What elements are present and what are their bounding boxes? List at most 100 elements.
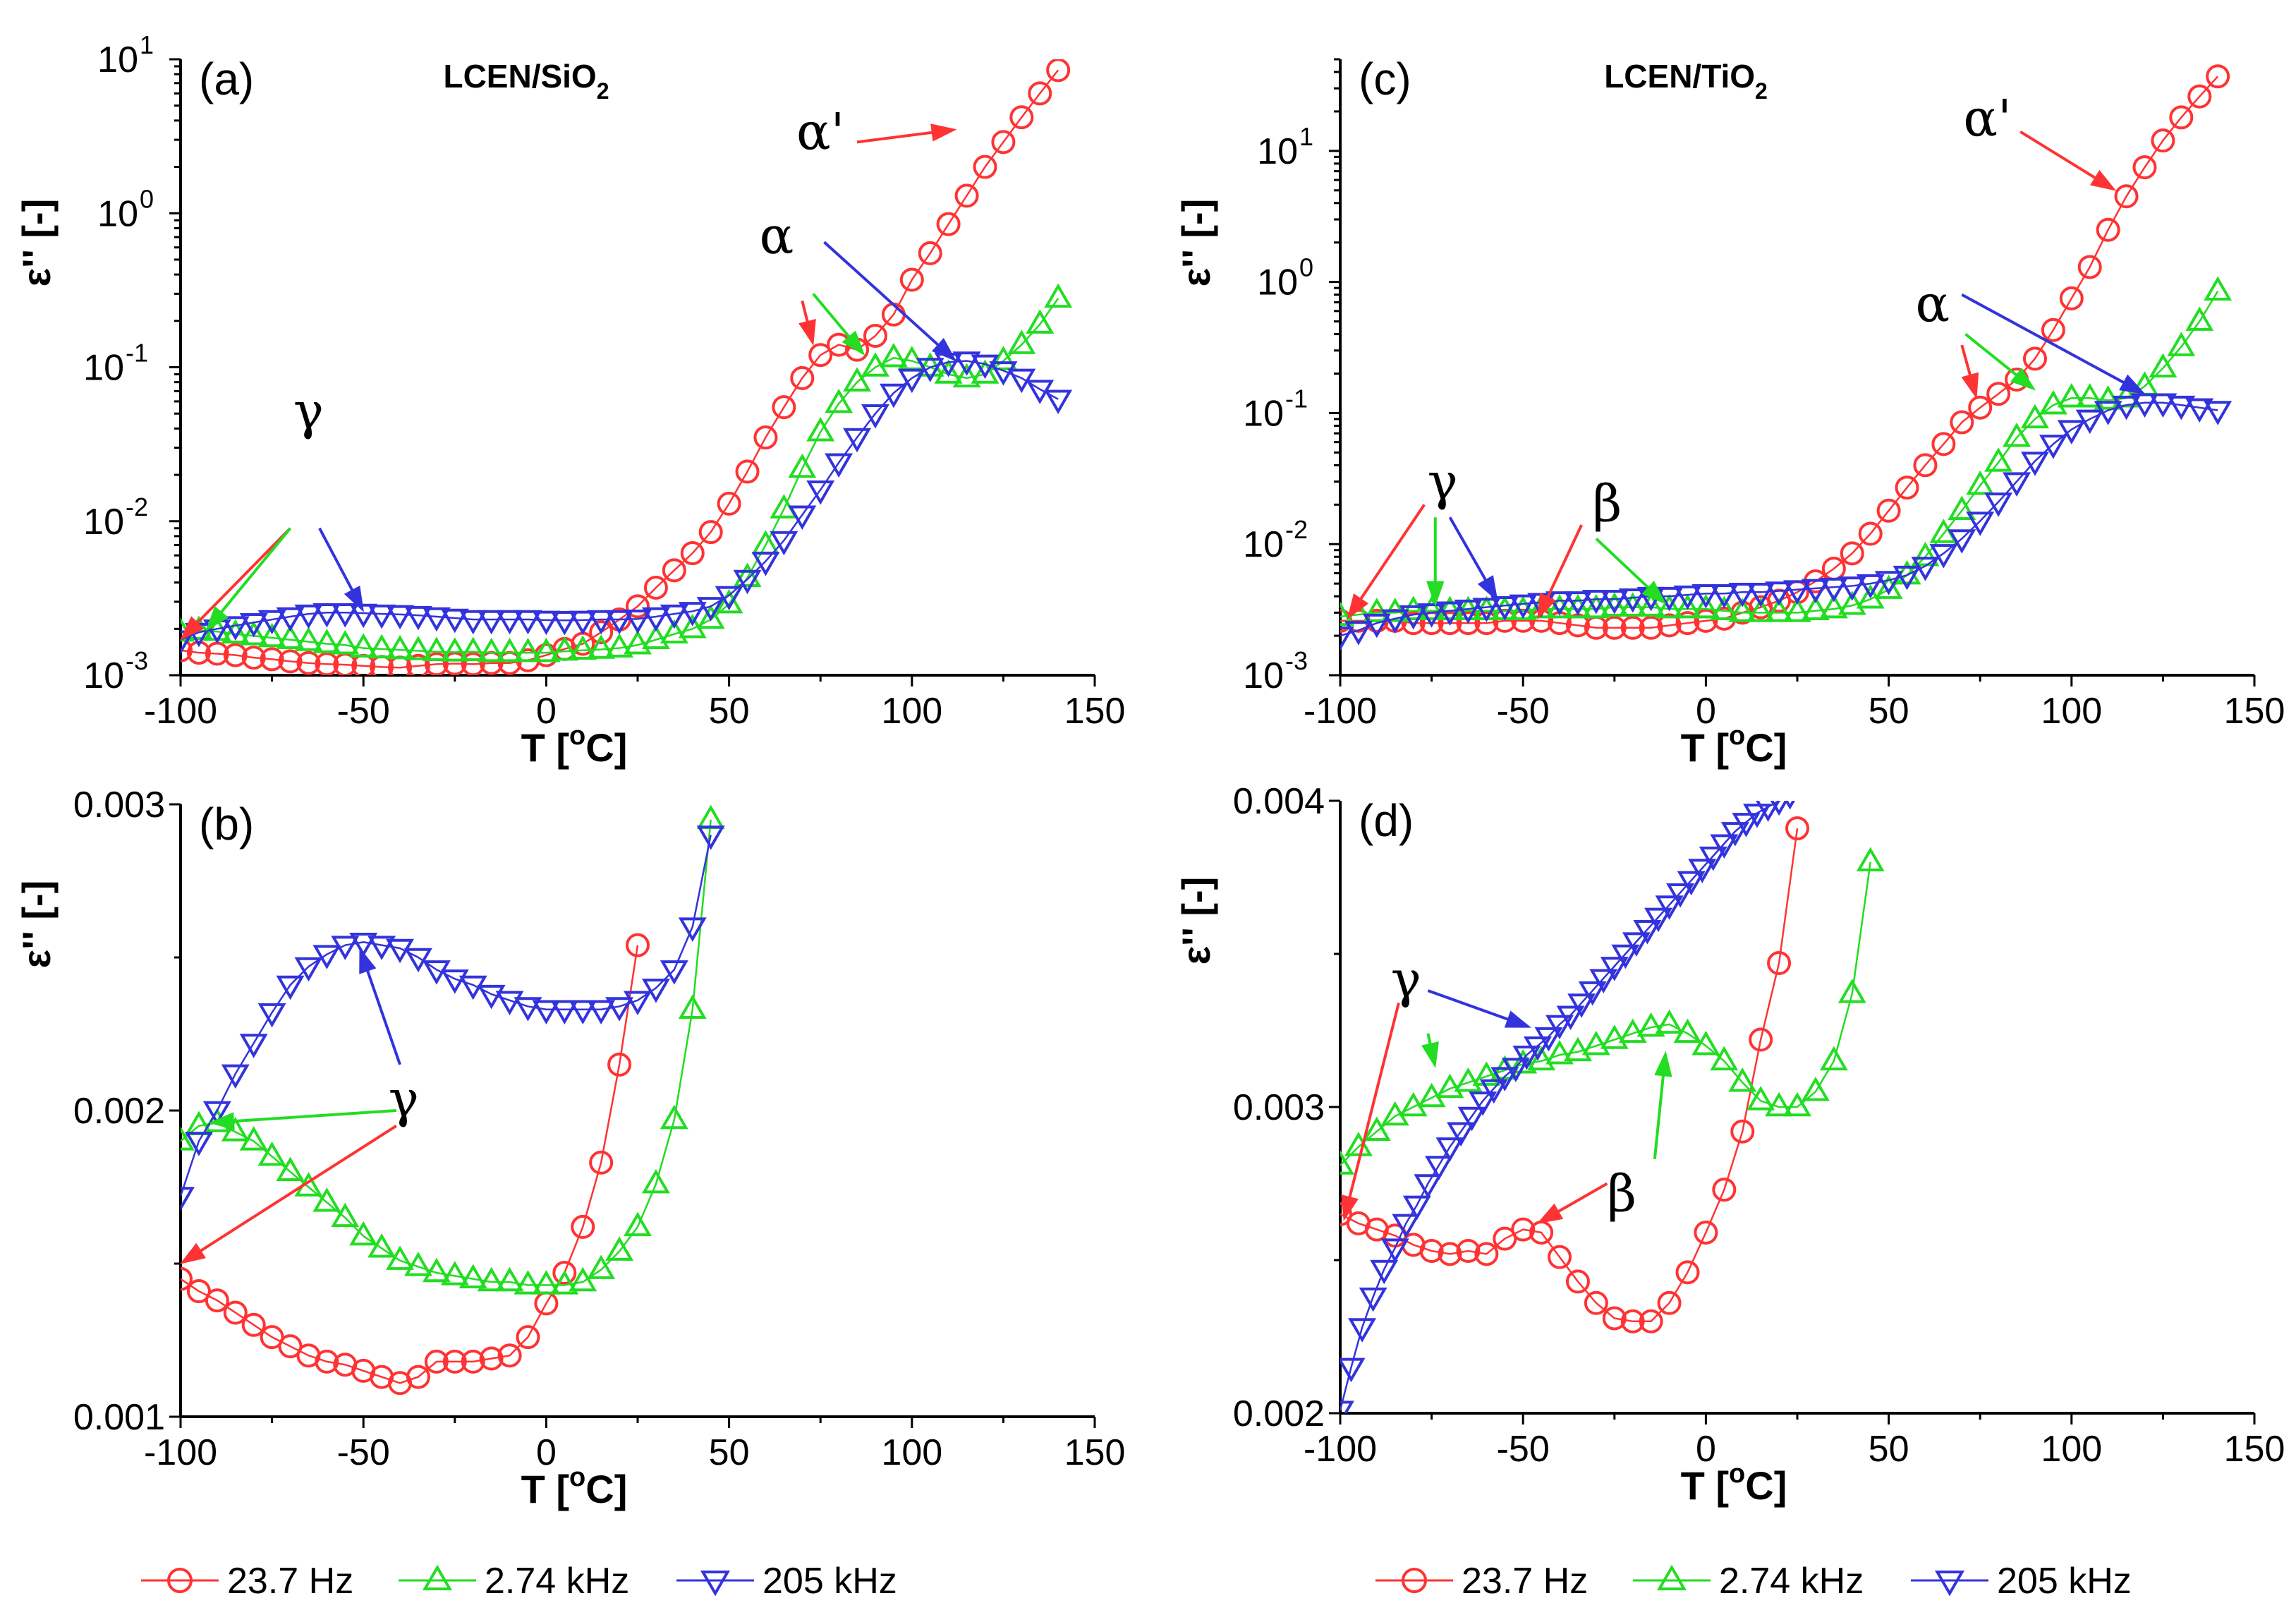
data-point xyxy=(952,351,981,376)
data-point xyxy=(808,343,833,368)
annotations: γ αα' xyxy=(179,102,957,641)
legend-label: 205 kHz xyxy=(763,1561,897,1602)
data-point xyxy=(2003,422,2031,447)
data-point xyxy=(879,343,908,368)
data-point xyxy=(2132,155,2157,180)
data-point xyxy=(1523,1036,1552,1061)
data-point xyxy=(2057,383,2086,408)
series-205-khz xyxy=(181,825,725,1211)
data-point xyxy=(1618,1018,1647,1044)
data-point xyxy=(607,1052,632,1077)
data-point xyxy=(1545,593,1574,619)
annotation-arrow xyxy=(359,947,401,1065)
data-point xyxy=(1657,1290,1682,1315)
data-point xyxy=(589,620,614,645)
y-tick-label: 0.002 xyxy=(73,1091,165,1132)
data-point xyxy=(678,917,707,942)
data-point xyxy=(1710,834,1739,859)
data-point xyxy=(1340,601,1354,627)
data-point xyxy=(1545,1015,1574,1040)
data-point xyxy=(2003,472,2031,497)
x-tick-label: 100 xyxy=(2041,1429,2102,1470)
series-line xyxy=(1340,75,2219,629)
data-point xyxy=(1728,598,1757,622)
data-point xyxy=(1874,571,1903,595)
y-tick-labels: 0.001 0.002 0.003 xyxy=(73,785,165,1438)
y-tick-label: 0.004 xyxy=(1233,781,1325,822)
legend-marker xyxy=(1656,1564,1687,1590)
data-point xyxy=(1026,309,1055,334)
data-point xyxy=(276,624,305,649)
y-tick-exponent: -1 xyxy=(126,339,148,368)
y-tick-exponent: -2 xyxy=(1285,515,1308,544)
data-point xyxy=(1435,1137,1464,1162)
data-point xyxy=(1639,615,1663,640)
data-point xyxy=(1392,1214,1421,1239)
data-point xyxy=(1618,588,1647,613)
data-point xyxy=(2185,306,2214,331)
x-axis-title: T [oC] xyxy=(1681,1459,1787,1508)
data-point xyxy=(181,638,193,663)
data-point xyxy=(571,1214,595,1239)
data-point xyxy=(1666,883,1695,908)
series-line xyxy=(1340,401,2218,637)
annotation-arrow xyxy=(1427,989,1531,1028)
legend-label: 23.7 Hz xyxy=(227,1561,353,1602)
data-point xyxy=(331,630,360,655)
data-point xyxy=(239,613,268,638)
y-axis-title: ε'' [-] xyxy=(1174,877,1218,965)
data-point xyxy=(1509,594,1538,619)
data-point xyxy=(626,933,650,957)
data-point xyxy=(1984,492,2013,517)
x-tick-labels: -100 -50 0 50 100 150 xyxy=(144,691,1125,732)
x-tick-label: 50 xyxy=(709,1432,750,1473)
data-point xyxy=(753,425,778,450)
data-point xyxy=(1691,583,1720,609)
data-point xyxy=(296,651,321,675)
data-point xyxy=(696,604,725,629)
data-point xyxy=(1675,1260,1700,1285)
data-point xyxy=(1712,1178,1737,1202)
y-tick-label: 0.003 xyxy=(73,785,165,825)
data-point xyxy=(458,610,487,635)
data-point xyxy=(2114,184,2139,209)
data-point xyxy=(624,991,652,1016)
annotation-arrow xyxy=(1341,1002,1400,1222)
data-point xyxy=(239,1034,268,1058)
data-point xyxy=(1399,595,1428,620)
data-point xyxy=(1472,1061,1501,1086)
data-point xyxy=(257,622,286,648)
data-point xyxy=(1673,1018,1702,1044)
data-point xyxy=(1007,329,1036,354)
x-tick-label: 0 xyxy=(536,1432,557,1473)
data-point xyxy=(315,652,339,675)
data-point xyxy=(221,1064,250,1089)
series-23-7-hz xyxy=(181,933,650,1396)
data-point xyxy=(2039,435,2067,459)
data-point xyxy=(662,558,686,583)
x-tick-label: 0 xyxy=(1696,691,1716,732)
data-point xyxy=(1874,574,1903,599)
data-point xyxy=(1414,1174,1442,1199)
series-line xyxy=(181,298,1059,654)
data-point xyxy=(495,610,524,635)
annotation-arrow xyxy=(1653,1051,1672,1159)
annotation-arrow xyxy=(856,123,957,144)
data-point xyxy=(1469,1091,1498,1116)
data-point xyxy=(1819,593,1848,619)
data-point xyxy=(514,637,542,663)
annotation-label: β xyxy=(1593,473,1622,533)
data-point xyxy=(1783,1091,1811,1117)
data-point xyxy=(934,359,963,384)
legend-marker xyxy=(700,1571,731,1597)
data-point xyxy=(698,520,723,545)
y-tick-exponent: 1 xyxy=(1299,122,1313,151)
annotation-arrow xyxy=(1448,516,1498,602)
annotation-label: α xyxy=(760,206,794,265)
data-point xyxy=(879,383,908,409)
y-tick-label: 10 xyxy=(1257,131,1298,172)
data-point xyxy=(386,605,415,630)
data-point xyxy=(1600,957,1629,981)
